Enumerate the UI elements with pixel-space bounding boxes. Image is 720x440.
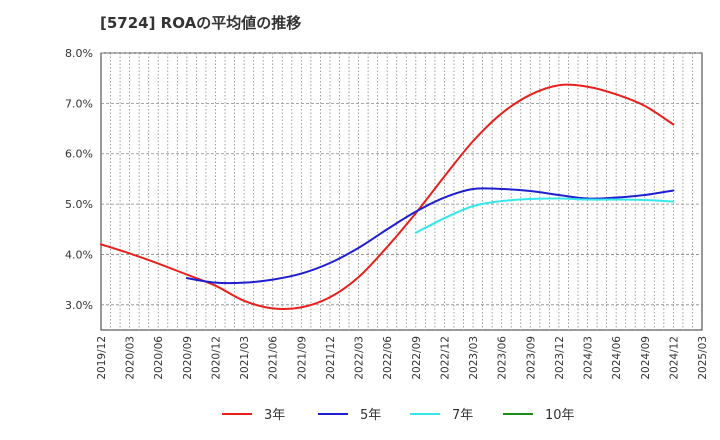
y-tick-label: 4.0% — [65, 248, 93, 261]
y-tick-label: 6.0% — [65, 148, 93, 161]
x-tick-label: 2021/06 — [268, 336, 280, 380]
x-tick-label: 2019/12 — [96, 336, 108, 380]
x-tick-label: 2021/03 — [239, 336, 251, 380]
x-tick-label: 2022/12 — [439, 336, 451, 380]
y-tick-label: 7.0% — [65, 97, 93, 110]
x-tick-label: 2023/09 — [525, 336, 537, 380]
x-tick-label: 2024/03 — [583, 336, 595, 380]
x-tick-label: 2024/06 — [611, 336, 623, 380]
y-tick-label: 5.0% — [65, 198, 93, 211]
x-tick-label: 2022/09 — [411, 336, 423, 380]
x-tick-label: 2022/03 — [354, 336, 366, 380]
x-tick-label: 2023/12 — [554, 336, 566, 380]
x-tick-label: 2023/06 — [497, 336, 509, 380]
plot-area — [100, 52, 703, 331]
x-tick-label: 2020/12 — [210, 336, 222, 380]
axis-layer: 3.0% 4.0% 5.0% 6.0% 7.0% 8.0% 2019/12 2020/03 20… — [65, 47, 709, 380]
x-tick-label: 2021/12 — [325, 336, 337, 380]
x-tick-label: 2020/09 — [182, 336, 194, 380]
y-tick-label: 3.0% — [65, 299, 93, 312]
y-tick-label: 8.0% — [65, 47, 93, 60]
x-tick-label: 2024/09 — [640, 336, 652, 380]
x-tick-label: 2020/03 — [125, 336, 137, 380]
x-tick-label: 2023/03 — [468, 336, 480, 380]
grid-layer — [100, 52, 703, 331]
series-layer — [100, 83, 675, 310]
series-line-1 — [100, 83, 675, 310]
series-line-3 — [414, 197, 675, 234]
legend-label-4: 10年 — [545, 408, 575, 423]
legend-label-2: 5年 — [360, 408, 381, 423]
x-tick-label: 2024/12 — [668, 336, 680, 380]
x-tick-label: 2020/06 — [153, 336, 165, 380]
legend-label-1: 3年 — [264, 408, 285, 423]
legend-label-3: 7年 — [452, 408, 473, 423]
chart-title: [5724] ROAの平均値の推移 — [100, 14, 302, 32]
x-tick-label: 2025/03 — [697, 336, 709, 380]
x-tick-label: 2021/09 — [296, 336, 308, 380]
legend: 3年 5年 7年 10年 — [222, 408, 575, 423]
x-tick-label: 2022/06 — [382, 336, 394, 380]
